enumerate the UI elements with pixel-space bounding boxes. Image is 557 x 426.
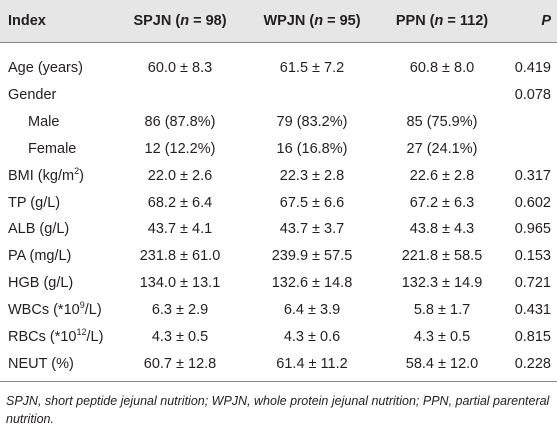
text-part: = 98) [189, 13, 227, 29]
table-cell: 132.3 ± 14.9 [401, 275, 483, 292]
table-cell: 231.8 ± 61.0 [139, 248, 221, 265]
text-part: WBCs (*10 [8, 302, 80, 319]
table-cell: 0.602 [514, 194, 551, 211]
row-label: TP (g/L) [8, 194, 61, 211]
text-part: ) [79, 167, 84, 184]
table-cell: 0.965 [514, 221, 551, 238]
row-label: PA (mg/L) [8, 248, 72, 265]
text-part: 9 [79, 300, 85, 311]
row-label: Gender [8, 86, 57, 103]
table-cell: 67.5 ± 6.6 [279, 194, 345, 211]
header-cell: P [541, 12, 551, 30]
text-part: PPN ( [395, 13, 435, 29]
row-label: Age (years) [8, 60, 83, 76]
text-part: WPJN ( [263, 13, 315, 29]
table-cell: 6.3 ± 2.9 [151, 302, 209, 319]
text-part: SPJN ( [133, 13, 181, 29]
table-cell: 4.3 ± 0.5 [413, 329, 471, 345]
table-cell: 0.721 [514, 275, 551, 292]
table-cell: 0.317 [514, 167, 551, 184]
row-label: Female [28, 140, 77, 157]
table-cell: 6.4 ± 3.9 [283, 302, 341, 319]
table-cell: 61.4 ± 11.2 [276, 355, 348, 372]
table-cell: 60.7 ± 12.8 [143, 355, 217, 372]
table-cell: 0.228 [514, 355, 551, 372]
row-label: RBCs (*1012/L) [8, 328, 103, 346]
text-part: 12 [76, 327, 87, 337]
row-label: BMI (kg/m2) [8, 165, 84, 185]
text-part: RBCs (*10 [8, 329, 77, 345]
table-cell: 79 (83.2%) [276, 113, 348, 130]
table-cell: 67.2 ± 6.3 [409, 194, 475, 211]
row-label: HGB (g/L) [8, 275, 74, 292]
table-cell: 60.0 ± 8.3 [147, 60, 213, 76]
table-cell: 27 (24.1%) [406, 140, 478, 157]
table-cell: 86 (87.8%) [144, 113, 216, 130]
text-part: 2 [74, 165, 80, 176]
table-cell: 58.4 ± 12.0 [405, 355, 479, 372]
table-cell: 61.5 ± 7.2 [279, 60, 345, 76]
table-cell: 43.8 ± 4.3 [409, 221, 475, 238]
text-part: = 112) [443, 13, 489, 29]
table-cell: 132.6 ± 14.8 [271, 275, 353, 292]
table-cell: 0.153 [514, 248, 551, 265]
table-cell: 85 (75.9%) [406, 113, 478, 130]
row-label: ALB (g/L) [8, 221, 70, 238]
table-cell: 239.9 ± 57.5 [271, 248, 353, 265]
table-cell: 134.0 ± 13.1 [139, 275, 221, 292]
header-rule [0, 42, 557, 43]
row-label: Male [28, 113, 60, 130]
header-cell: SPJN (n = 98) [133, 12, 226, 30]
header-cell: WPJN (n = 95) [263, 12, 360, 30]
table-cell: 43.7 ± 4.1 [147, 221, 213, 238]
text-part: n [314, 13, 324, 29]
text-part: BMI (kg/m [8, 167, 75, 184]
text-part: = 95) [323, 13, 361, 29]
table-cell: 4.3 ± 0.6 [283, 329, 341, 345]
text-part: n [180, 13, 190, 29]
table-cell: 4.3 ± 0.5 [151, 329, 209, 345]
row-label: WBCs (*109/L) [8, 301, 102, 319]
bottom-rule [0, 381, 557, 382]
text-part: n [434, 13, 444, 29]
table-cell: 16 (16.8%) [276, 140, 348, 157]
table-cell: 0.431 [514, 302, 551, 319]
table-cell: 221.8 ± 58.5 [401, 248, 483, 265]
table-cell: 68.2 ± 6.4 [147, 194, 213, 211]
text-part: /L) [86, 329, 104, 345]
footnote: SPJN, short peptide jejunal nutrition; W… [6, 394, 550, 426]
table-cell: 22.3 ± 2.8 [279, 167, 345, 184]
text-part: /L) [84, 302, 102, 319]
header-cell: Index [8, 13, 46, 29]
header-cell: PPN (n = 112) [396, 12, 488, 30]
row-label: NEUT (%) [8, 355, 74, 372]
header-background [0, 0, 557, 42]
text-part: P [541, 13, 551, 29]
table-cell: 0.078 [514, 86, 551, 103]
table-cell: 0.815 [514, 329, 551, 345]
table-cell: 12 (12.2%) [144, 140, 216, 157]
table-cell: 0.419 [514, 60, 551, 76]
table-cell: 43.7 ± 3.7 [279, 221, 345, 238]
table-cell: 22.6 ± 2.8 [409, 167, 475, 184]
table-cell: 22.0 ± 2.6 [147, 167, 213, 184]
table-cell: 5.8 ± 1.7 [413, 302, 471, 319]
table-cell: 60.8 ± 8.0 [409, 60, 475, 76]
